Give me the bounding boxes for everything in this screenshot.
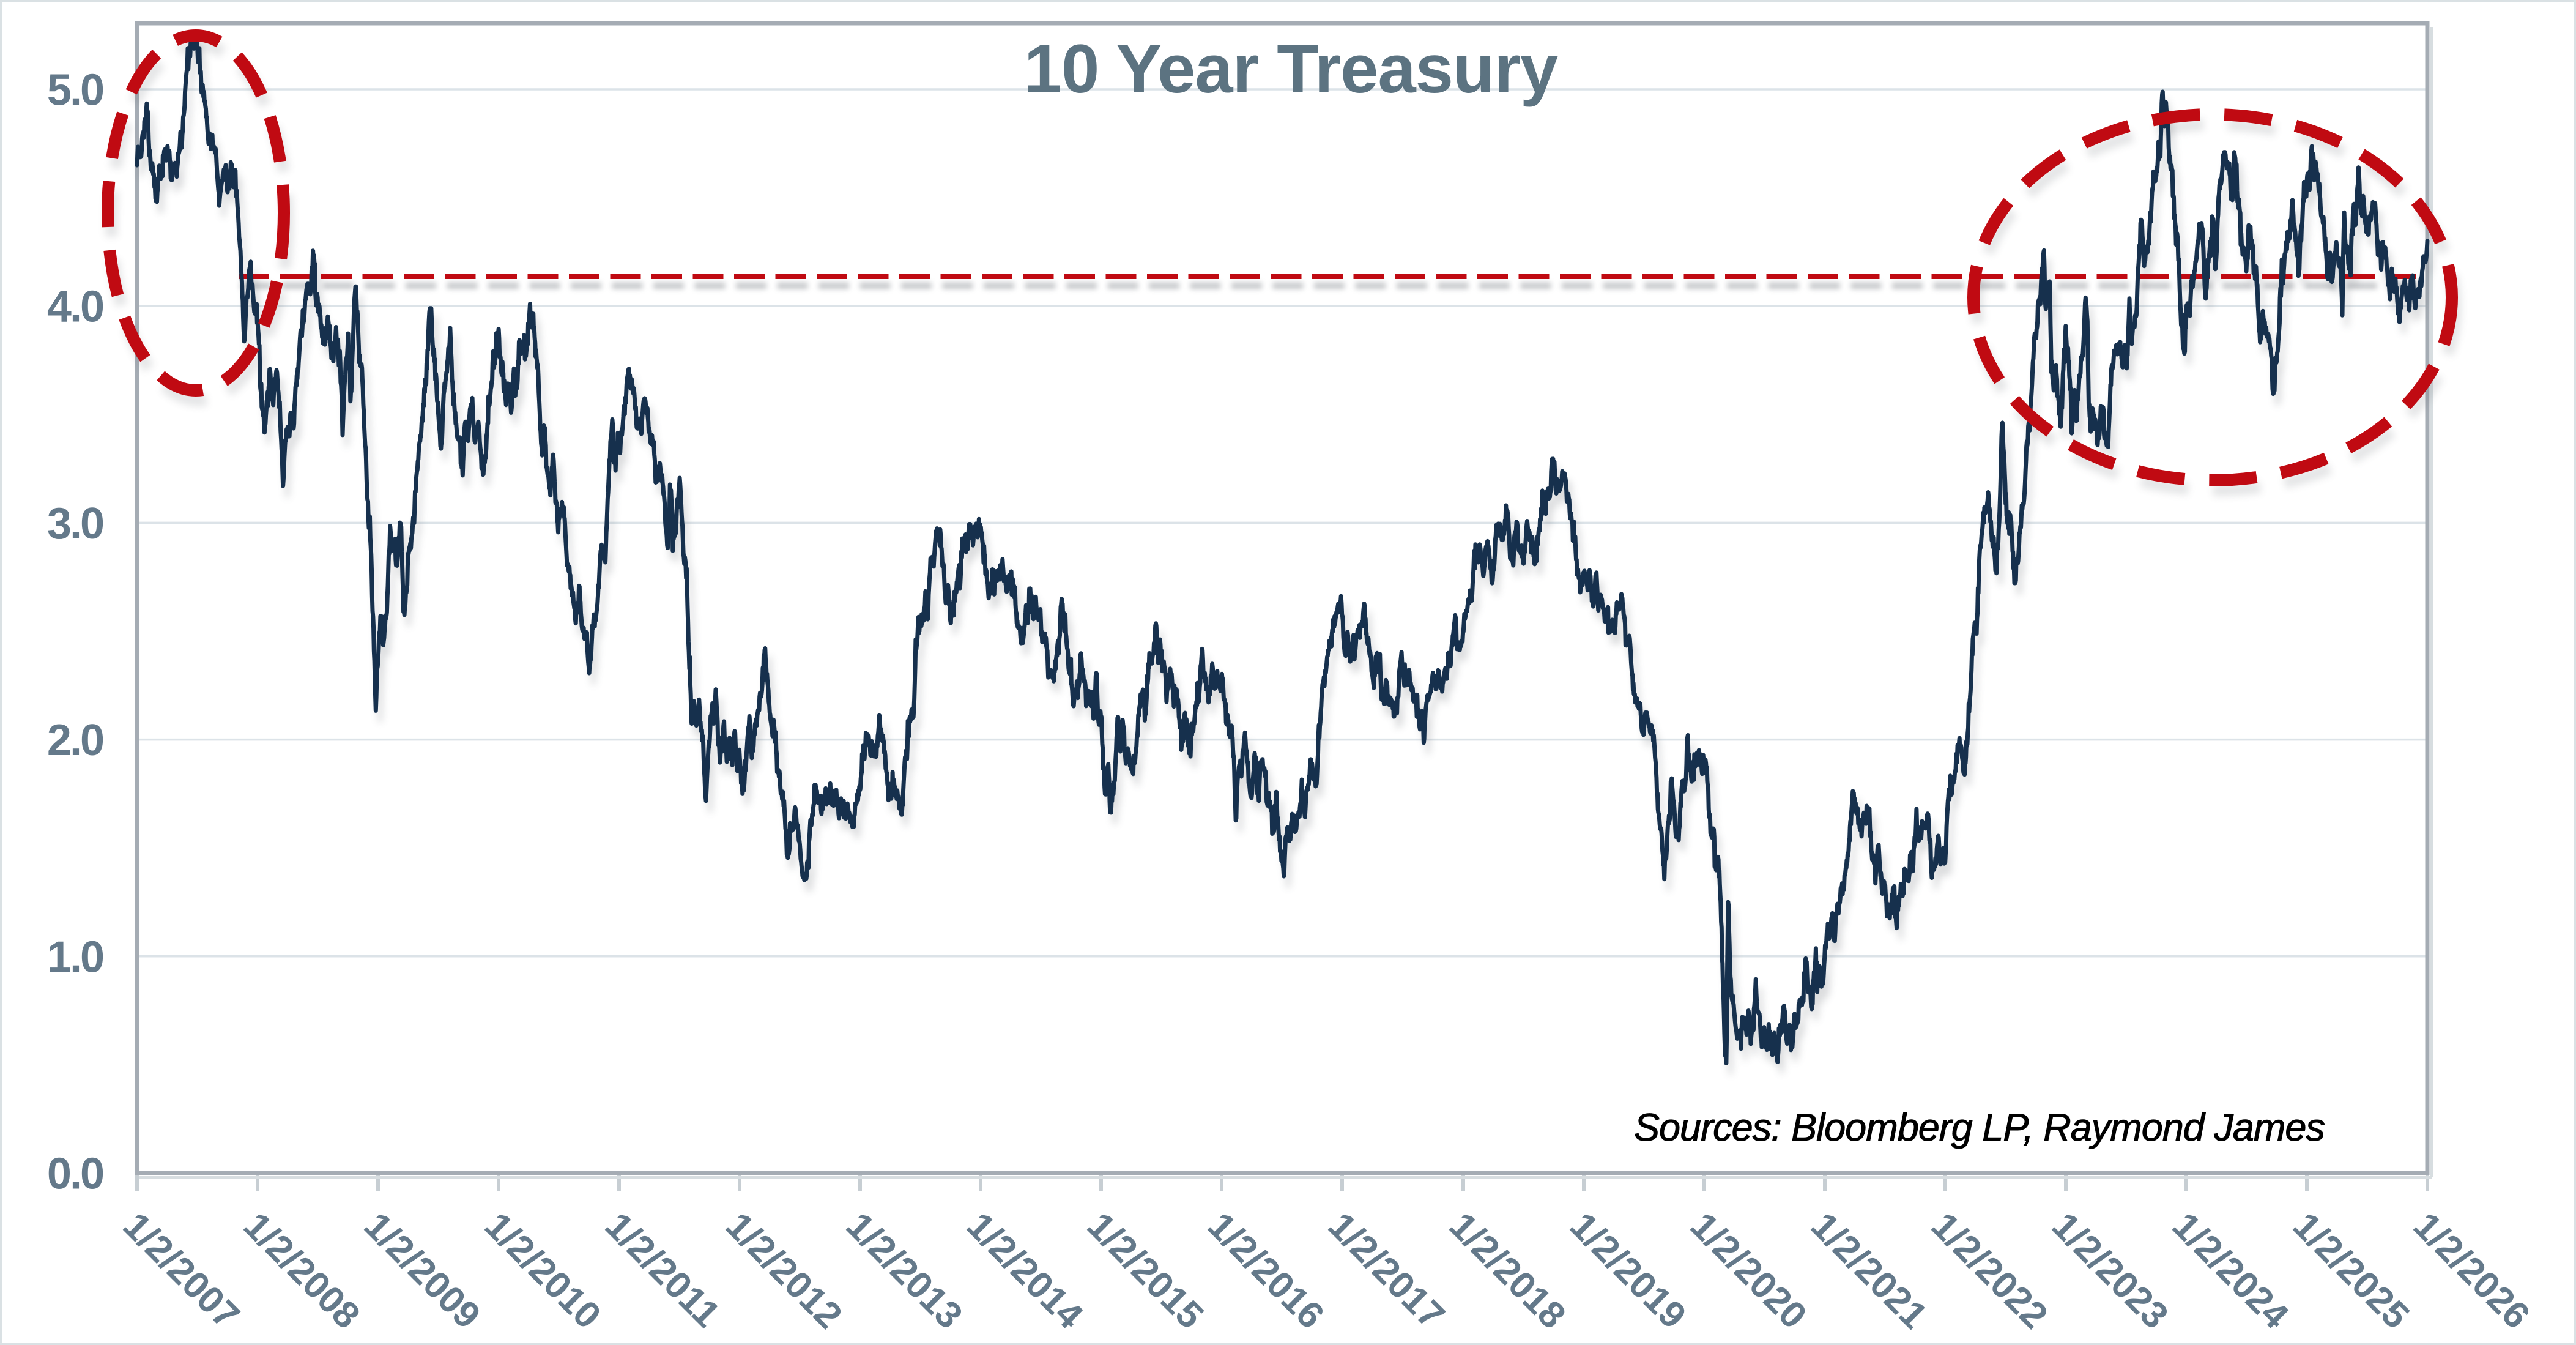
svg-text:2.0: 2.0	[47, 716, 103, 765]
svg-text:5.0: 5.0	[47, 66, 103, 115]
svg-text:0.0: 0.0	[47, 1150, 103, 1199]
svg-text:Sources: Bloomberg LP, Raymond: Sources: Bloomberg LP, Raymond James	[1634, 1106, 2325, 1149]
svg-text:4.0: 4.0	[47, 283, 103, 332]
svg-text:3.0: 3.0	[47, 499, 103, 548]
svg-text:1.0: 1.0	[47, 933, 103, 982]
svg-text:10 Year Treasury: 10 Year Treasury	[1024, 31, 1558, 107]
